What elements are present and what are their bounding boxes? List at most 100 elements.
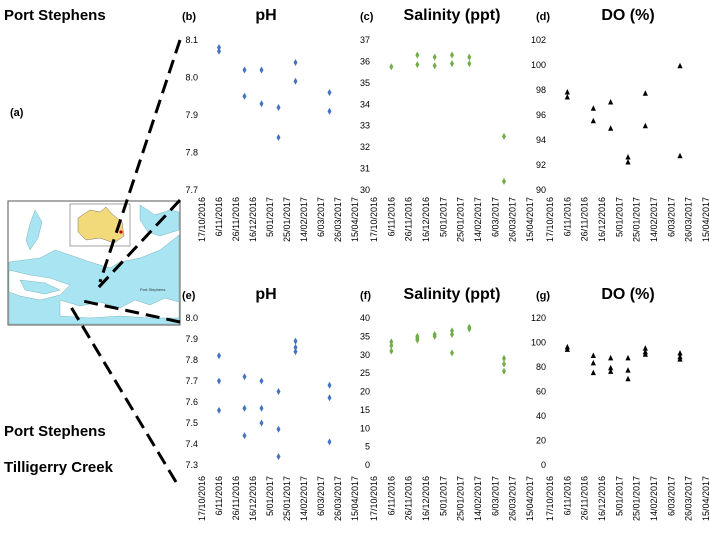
y-tick-label: 102 — [531, 35, 546, 45]
x-tick-label: 14/02/2017 — [649, 197, 659, 242]
data-point-diamond — [502, 132, 506, 140]
data-point-diamond — [242, 404, 247, 412]
data-point-triangle — [625, 354, 631, 361]
data-point-diamond — [450, 331, 454, 339]
data-point-diamond — [276, 104, 281, 111]
x-tick-label: 26/03/2017 — [333, 197, 343, 242]
x-tick-label: 5/01/2017 — [265, 197, 275, 237]
data-point-diamond — [502, 177, 506, 185]
map-water — [8, 204, 180, 325]
x-tick-label: 6/03/2017 — [316, 197, 326, 237]
map-inset-location-dot — [119, 230, 123, 234]
y-tick-label: 36 — [360, 56, 370, 66]
y-tick-label: 7.7 — [185, 376, 198, 386]
data-point-triangle — [677, 356, 683, 362]
x-tick-label: 6/11/2016 — [214, 197, 224, 236]
data-point-triangle — [642, 351, 648, 357]
data-point-diamond — [432, 62, 437, 70]
y-tick-label: 98 — [536, 85, 546, 95]
x-tick-label: 25/01/2017 — [632, 476, 642, 521]
x-tick-label: 14/02/2017 — [649, 476, 659, 521]
y-tick-label: 96 — [536, 110, 546, 120]
chart-c: 30 31 32 33 34 35 36 37 17/10/2016 6/11/2016 26/11… — [360, 35, 535, 242]
data-point-diamond — [217, 44, 221, 51]
data-point-diamond — [259, 100, 264, 108]
data-point-diamond — [389, 342, 394, 350]
zoom-line-top-1 — [98, 39, 182, 283]
x-tick-label: 14/02/2017 — [473, 197, 483, 242]
map-panel: Port Stephens — [7, 200, 181, 326]
x-tick-label: 26/03/2017 — [333, 476, 343, 521]
data-point-triangle — [625, 367, 631, 373]
data-point-diamond — [259, 66, 264, 74]
data-point-diamond — [467, 53, 472, 61]
data-point-diamond — [276, 388, 281, 395]
panel-title-c: Salinity (ppt) — [404, 7, 501, 24]
x-tick-label: 16/12/2016 — [421, 476, 431, 521]
y-tick-label: 35 — [360, 331, 370, 341]
x-tick-label: 5/01/2017 — [614, 197, 624, 237]
data-point-triangle — [642, 122, 648, 129]
panel-title-d: DO (%) — [601, 7, 654, 24]
y-tick-label: 80 — [536, 362, 546, 372]
data-point-diamond — [467, 60, 472, 68]
y-tick-label: 8.0 — [185, 313, 198, 323]
data-point-triangle — [642, 345, 648, 351]
x-tick-label: 26/03/2017 — [508, 476, 518, 521]
data-point-triangle — [590, 352, 596, 358]
x-tick-label: 6/11/2016 — [386, 197, 396, 236]
y-tick-label: 37 — [360, 35, 370, 45]
panel-title-e: pH — [255, 286, 276, 303]
x-tick-label: 6/11/2016 — [214, 476, 224, 515]
x-tick-label: 26/03/2017 — [684, 476, 694, 521]
x-tick-label: 25/01/2017 — [632, 197, 642, 242]
x-tick-label: 6/03/2017 — [490, 476, 500, 516]
x-tick-label: 6/11/2016 — [562, 476, 572, 515]
data-point-triangle — [625, 375, 631, 382]
y-tick-label: 33 — [360, 121, 370, 131]
x-tick-label: 25/01/2017 — [282, 197, 292, 242]
x-tick-label: 17/10/2016 — [369, 197, 379, 242]
data-point-diamond — [450, 327, 454, 335]
y-tick-label: 5 — [365, 442, 370, 452]
x-tick-label: 15/04/2017 — [701, 197, 709, 242]
data-point-diamond — [293, 77, 298, 85]
x-tick-label: 25/01/2017 — [456, 197, 466, 242]
chart-f: 0 5 10 15 20 25 30 35 40 17/10/2016 6/11/2016 26/11… — [360, 313, 535, 521]
data-point-triangle — [590, 117, 596, 124]
data-point-diamond — [327, 89, 332, 96]
y-tick-label: 7.7 — [185, 185, 198, 195]
plots-layer: 7.7 7.8 7.9 8.0 8.1 17/10/2016 6/11/2016 26/11/… — [185, 35, 709, 521]
x-tick-label: 25/01/2017 — [456, 476, 466, 521]
data-point-triangle — [564, 89, 570, 95]
y-tick-label: 120 — [531, 313, 546, 323]
data-point-triangle — [677, 152, 683, 159]
x-tick-label: 16/12/2016 — [248, 197, 258, 242]
data-point-diamond — [327, 438, 332, 446]
x-tick-label: 5/01/2017 — [614, 476, 624, 516]
panel-letter-c: (c) — [360, 11, 374, 23]
x-tick-label: 15/04/2017 — [525, 476, 535, 521]
data-point-diamond — [242, 373, 247, 381]
y-tick-label: 100 — [531, 338, 546, 348]
data-point-diamond — [415, 336, 420, 344]
y-tick-label: 10 — [360, 423, 370, 433]
panel-letter-b: (b) — [182, 11, 196, 23]
data-point-diamond — [502, 367, 506, 375]
panel-letter-d: (d) — [536, 11, 550, 23]
x-tick-label: 5/01/2017 — [265, 476, 275, 516]
x-tick-label: 15/04/2017 — [701, 476, 709, 521]
data-point-diamond — [432, 332, 437, 340]
x-tick-label: 17/10/2016 — [197, 197, 207, 242]
data-point-diamond — [217, 406, 221, 414]
x-tick-label: 26/11/2016 — [404, 197, 414, 241]
data-point-triangle — [677, 62, 683, 69]
data-point-diamond — [242, 66, 247, 74]
data-point-triangle — [564, 346, 570, 352]
data-point-triangle — [590, 359, 596, 366]
data-point-diamond — [327, 381, 332, 389]
y-tick-label: 100 — [531, 60, 546, 70]
y-tick-label: 0 — [365, 460, 370, 470]
chart-d: 90 92 94 96 98 100 102 17/10/2016 6/11/2016 26/11… — [531, 35, 709, 242]
x-tick-label: 26/11/2016 — [231, 197, 241, 241]
